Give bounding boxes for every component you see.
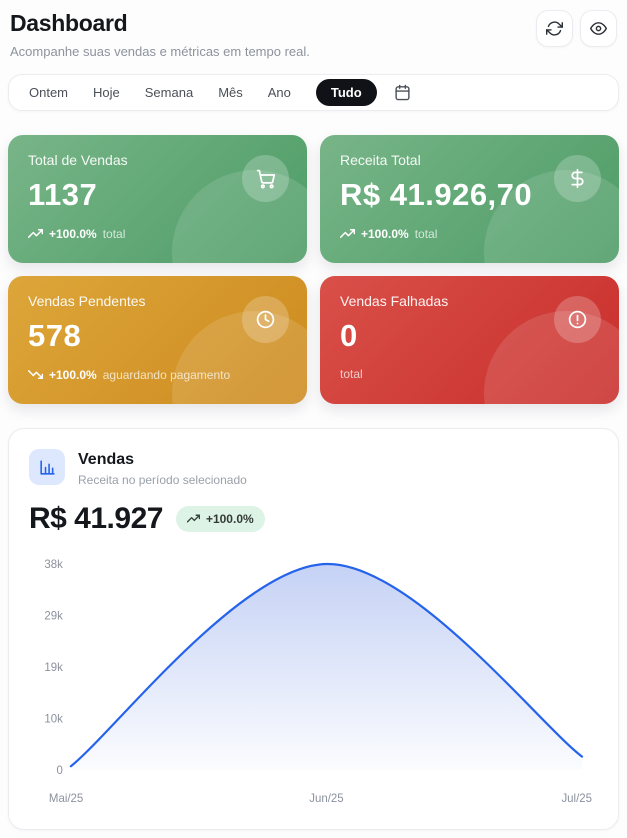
svg-text:38k: 38k — [44, 559, 63, 571]
svg-text:Jun/25: Jun/25 — [309, 793, 343, 805]
trending-down-icon — [28, 370, 43, 379]
card-vendas-falhadas: Vendas Falhadas 0 total — [320, 276, 619, 404]
metric-value: R$ 41.926,70 — [340, 177, 533, 212]
panel-titles: Vendas Receita no período selecionado — [78, 449, 247, 487]
metrics-grid: Total de Vendas 1137 +100.0% total Recei… — [8, 135, 619, 404]
trending-up-icon — [186, 514, 200, 523]
panel-subtitle: Receita no período selecionado — [78, 472, 247, 487]
trend-note: total — [414, 226, 438, 241]
filter-ano[interactable]: Ano — [267, 85, 291, 100]
trend-percent: +100.0% — [49, 367, 97, 382]
metric-title: Vendas Pendentes — [28, 293, 146, 309]
panel-header: Vendas Receita no período selecionado — [29, 449, 598, 487]
metric-title: Vendas Falhadas — [340, 293, 449, 309]
filter-tudo[interactable]: Tudo — [315, 79, 377, 106]
icon-bubble — [242, 296, 289, 343]
page-title: Dashboard — [10, 10, 128, 36]
refresh-button[interactable] — [536, 10, 573, 47]
area-chart-svg: 0 10k 19k 29k 38k Mai/25 Jun/25 Jul/25 — [44, 559, 592, 805]
metric-trend: total — [340, 367, 599, 381]
svg-text:10k: 10k — [44, 713, 63, 725]
trend-percent: +100.0% — [49, 226, 97, 241]
metric-trend: +100.0% total — [340, 226, 599, 241]
growth-badge: +100.0% — [175, 505, 265, 532]
header: Dashboard Acompanhe suas vendas e métric… — [8, 8, 619, 59]
visibility-button[interactable] — [580, 10, 617, 47]
svg-text:0: 0 — [57, 765, 63, 777]
card-receita-total: Receita Total R$ 41.926,70 +100.0% total — [320, 135, 619, 263]
panel-total-row: R$ 41.927 +100.0% — [29, 502, 598, 536]
svg-text:Mai/25: Mai/25 — [49, 793, 83, 805]
icon-bubble — [242, 155, 289, 202]
metric-title: Total de Vendas — [28, 152, 128, 168]
refresh-icon — [546, 21, 563, 36]
bar-chart-icon — [39, 459, 55, 475]
trending-up-icon — [340, 229, 355, 238]
metric-trend: +100.0% aguardando pagamento — [28, 367, 287, 382]
header-titles: Dashboard Acompanhe suas vendas e métric… — [10, 10, 310, 59]
card-vendas-pendentes: Vendas Pendentes 578 +100.0% aguardando … — [8, 276, 307, 404]
calendar-icon — [395, 84, 410, 101]
metric-title: Receita Total — [340, 152, 421, 168]
metric-value: 578 — [28, 318, 82, 353]
filter-mes[interactable]: Mês — [218, 85, 243, 100]
svg-text:19k: 19k — [44, 662, 63, 674]
shopping-cart-icon — [256, 169, 276, 189]
alert-circle-icon — [568, 310, 587, 329]
panel-icon-bubble — [29, 449, 65, 485]
icon-bubble — [554, 155, 601, 202]
filter-semana[interactable]: Semana — [144, 85, 194, 100]
filter-hoje[interactable]: Hoje — [93, 85, 120, 100]
header-actions — [536, 10, 617, 47]
total-revenue-value: R$ 41.927 — [29, 501, 163, 535]
dollar-icon — [571, 168, 584, 189]
date-picker-button[interactable] — [394, 84, 411, 101]
svg-text:Jul/25: Jul/25 — [561, 793, 592, 805]
svg-text:29k: 29k — [44, 610, 63, 622]
growth-badge-label: +100.0% — [205, 511, 254, 526]
trend-percent: +100.0% — [361, 226, 409, 241]
metric-value: 1137 — [28, 177, 98, 212]
period-filter-bar: Ontem Hoje Semana Mês Ano Tudo — [8, 74, 619, 111]
trend-note: total — [340, 367, 363, 381]
filter-ontem[interactable]: Ontem — [29, 85, 69, 100]
revenue-area-chart: 0 10k 19k 29k 38k Mai/25 Jun/25 Jul/25 — [29, 550, 598, 812]
icon-bubble — [554, 296, 601, 343]
card-total-de-vendas: Total de Vendas 1137 +100.0% total — [8, 135, 307, 263]
eye-icon — [590, 22, 607, 35]
trend-note: total — [102, 226, 126, 241]
page-subtitle: Acompanhe suas vendas e métricas em temp… — [10, 44, 310, 59]
panel-title: Vendas — [78, 451, 135, 468]
clock-icon — [256, 310, 275, 329]
sales-chart-panel: Vendas Receita no período selecionado R$… — [8, 428, 619, 830]
trend-note: aguardando pagamento — [102, 367, 231, 382]
trending-up-icon — [28, 229, 43, 238]
metric-value: 0 — [340, 318, 358, 353]
metric-trend: +100.0% total — [28, 226, 287, 241]
